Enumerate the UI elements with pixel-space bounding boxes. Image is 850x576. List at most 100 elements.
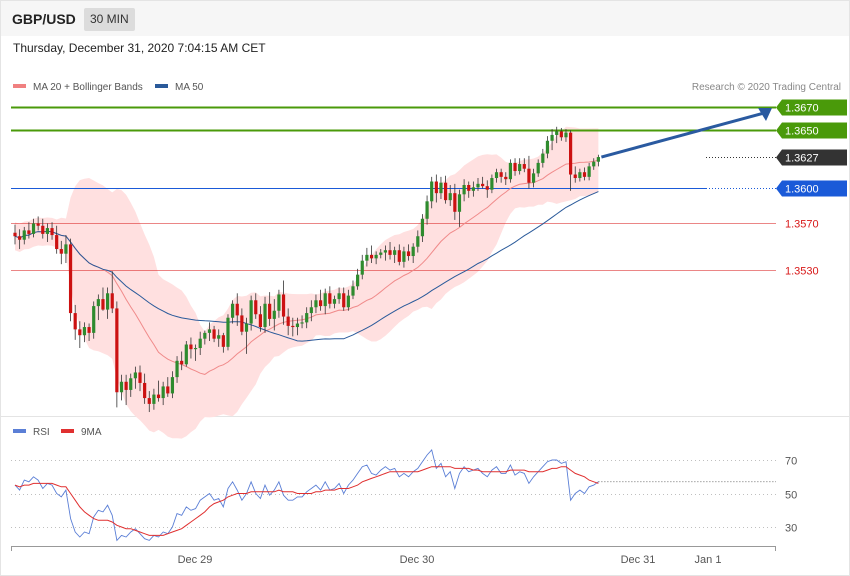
candle [573,166,577,183]
time-tick-label: Dec 29 [178,554,213,566]
candle [416,230,420,253]
legend-label: MA 50 [175,82,204,93]
candle-body [124,381,128,390]
candle-body [545,140,550,154]
candle [110,271,114,314]
candle-body [490,178,494,190]
candle-body [198,338,202,349]
candle [295,317,300,336]
candle-body [365,254,369,261]
candle-body [193,348,198,350]
candle-body [369,254,374,259]
candle [286,308,290,336]
panel-divider [1,416,849,417]
projection-arrow [600,111,765,159]
candle-body [430,181,434,202]
rsi-legend-label: 9MA [81,427,102,438]
candle [92,301,96,339]
candle [277,289,281,318]
candle [443,175,448,204]
candle [50,222,54,240]
legend-swatch [155,84,168,88]
candle [96,294,100,321]
candle [115,301,119,408]
candle [555,126,559,144]
candle [41,218,45,239]
candle [541,148,545,168]
candle [499,168,503,183]
candle-body [518,164,522,172]
candle [129,373,133,397]
candle [582,167,587,181]
candle [508,159,513,183]
candle-body [36,223,40,226]
candle [406,244,411,261]
candle [152,388,156,410]
candle [448,185,452,206]
candle [203,330,207,345]
candle-body [346,295,350,308]
candle [55,225,59,254]
rsi-legend-swatch [13,429,26,433]
candle [467,181,471,198]
candle-body [541,153,545,163]
candle-body [374,254,378,259]
candle-body [356,274,360,287]
candle-body [406,251,411,257]
candle [559,127,563,141]
candle-body [448,193,452,201]
candle-body [92,306,96,333]
candle [485,180,489,198]
candle [193,344,198,361]
candle-body [573,174,577,179]
candle [309,300,313,322]
candle [337,287,341,304]
candle [457,189,462,227]
candle-body [328,293,332,304]
candle-body [133,372,137,379]
candle-body [397,250,401,262]
candle-body [559,131,563,138]
candle-body [41,225,45,234]
candle-body [240,315,244,332]
candle-body [383,250,387,253]
candle [569,130,573,191]
candle-body [550,134,554,141]
timestamp: Thursday, December 31, 2020 7:04:15 AM C… [13,41,266,55]
candle-body [305,313,309,323]
candle [328,286,332,309]
candle-body [476,183,480,188]
candle-body [494,172,499,179]
candle-body [244,323,249,332]
candle-body [564,132,568,138]
level-tag [776,99,847,116]
candle [430,176,434,209]
candle [527,155,531,189]
candle-body [138,372,142,383]
candle [133,366,137,389]
candle [254,293,258,319]
candle [550,129,554,151]
rsi-9ma-line [14,466,599,536]
candle-body [226,317,230,347]
candle [143,373,147,404]
symbol-label: GBP/USD [12,11,76,27]
candle [402,246,406,268]
candle-body [471,187,475,191]
candle-body [499,172,503,177]
candle-body [110,293,114,309]
candle-body [147,398,151,404]
timeframe-button[interactable]: 30 MIN [84,8,135,31]
candle [420,214,425,243]
candle [300,315,304,329]
candle-body [231,303,235,318]
candle-body [277,294,281,311]
candle [207,322,212,342]
candle [397,244,401,266]
candle-body [31,223,36,234]
candle-body [457,194,462,212]
candle [18,229,22,250]
candle-body [22,230,26,240]
candle [189,337,193,359]
